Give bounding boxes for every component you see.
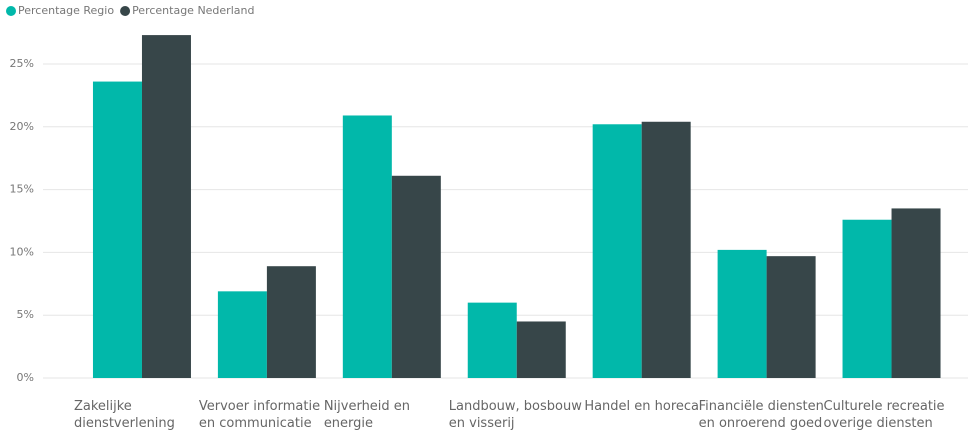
y-tick-label: 5% <box>17 308 34 321</box>
bar <box>717 249 767 378</box>
legend-swatch <box>120 6 131 16</box>
bar <box>217 291 267 378</box>
x-tick-label: Culturele recreatie overige diensten <box>824 398 960 432</box>
y-tick-label: 20% <box>10 120 34 133</box>
bar <box>467 302 517 378</box>
bar <box>266 266 316 378</box>
x-tick-label: Vervoer informatie en communicatie <box>199 398 335 432</box>
legend-label: Percentage Nederland <box>132 4 254 17</box>
bar <box>766 256 816 378</box>
bar <box>391 175 441 378</box>
x-tick-text: Financiële diensten en onroerend goed <box>698 399 824 431</box>
bar <box>641 121 691 379</box>
x-tick-label: Zakelijke dienstverlening <box>74 398 210 432</box>
bar <box>141 35 191 378</box>
bar <box>92 81 142 379</box>
bar <box>592 124 642 378</box>
x-tick-label: Financiële diensten en onroerend goed <box>699 398 835 432</box>
x-tick-text: Handel en horeca <box>584 399 700 414</box>
x-tick-label: Landbouw, bosbouw en visserij <box>449 398 585 432</box>
y-tick-label: 10% <box>10 245 34 258</box>
x-tick-text: Landbouw, bosbouw en visserij <box>448 399 582 431</box>
bar <box>842 219 892 378</box>
legend-swatch <box>6 6 16 16</box>
x-tick-label: Nijverheid en energie <box>324 398 460 432</box>
legend-label: Percentage Regio <box>18 4 114 17</box>
y-tick-label: 15% <box>10 183 34 196</box>
y-tick-label: 25% <box>10 57 34 70</box>
bar <box>516 321 566 378</box>
x-tick-text: Culturele recreatie overige diensten <box>823 399 945 431</box>
y-tick-label: 0% <box>17 371 34 384</box>
bar <box>891 208 941 378</box>
x-tick-text: Zakelijke dienstverlening <box>73 399 175 431</box>
x-tick-text: Vervoer informatie en communicatie <box>198 399 321 431</box>
x-tick-label: Handel en horeca <box>574 398 710 415</box>
x-tick-text: Nijverheid en energie <box>323 399 411 431</box>
bar <box>342 115 392 378</box>
